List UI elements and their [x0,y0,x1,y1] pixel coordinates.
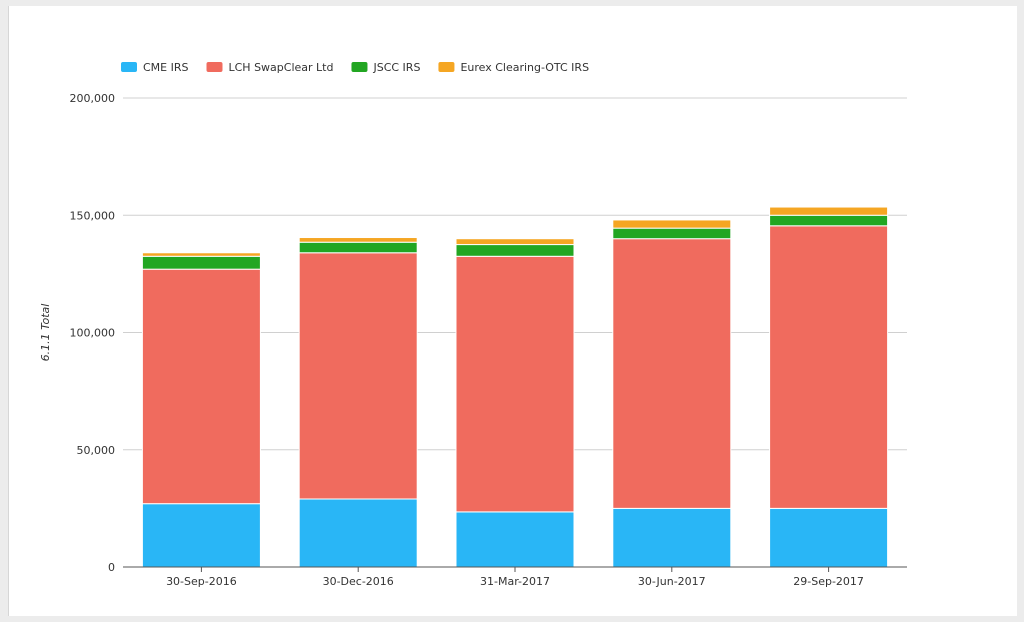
bar-segment[interactable] [455,255,575,513]
x-tick-label: 30-Dec-2016 [323,575,394,588]
x-tick-label: 31-Mar-2017 [480,575,550,588]
stacked-bar-chart: CME IRS LCH SwapClear Ltd JSCC IRS Eurex Cl… [39,61,907,588]
legend-item[interactable]: CME IRS [121,61,189,74]
bar-segment[interactable] [298,252,418,500]
bar-segment[interactable] [298,498,418,568]
bar-segment[interactable] [612,238,732,509]
bar-segment[interactable] [141,252,261,257]
legend-swatch [351,62,368,72]
y-tick-label: 100,000 [70,327,116,340]
bar-segment[interactable] [455,244,575,257]
y-tick-label: 150,000 [70,209,116,222]
bar-segment[interactable] [455,511,575,568]
legend-item[interactable]: LCH SwapClear Ltd [206,61,334,74]
legend-swatch [438,62,455,72]
legend: CME IRS LCH SwapClear Ltd JSCC IRS Eurex Cl… [121,61,589,74]
bar-segment[interactable] [455,238,575,246]
y-axis-title: 6.1.1 Total [39,304,52,362]
y-tick-label: 50,000 [77,444,116,457]
y-axis-ticks: 0 50,000 100,000 150,000 200,000 [70,92,116,574]
legend-swatch [206,62,223,72]
bar-segment[interactable] [769,214,889,227]
legend-swatch [121,62,137,72]
y-tick-label: 200,000 [70,92,116,105]
bar-segment[interactable] [612,227,732,240]
bar-segment[interactable] [612,219,732,229]
legend-label: LCH SwapClear Ltd [229,61,334,74]
bar-segment[interactable] [612,507,732,568]
bar-segment[interactable] [298,237,418,243]
y-tick-label: 0 [108,561,115,574]
legend-item[interactable]: JSCC IRS [351,61,420,74]
legend-label: CME IRS [143,61,189,74]
x-tick-label: 30-Sep-2016 [166,575,237,588]
chart-panel: CME IRS LCH SwapClear Ltd JSCC IRS Eurex Cl… [8,6,1017,616]
bar-segment[interactable] [141,503,261,568]
bars [141,206,889,568]
bar-segment[interactable] [298,241,418,254]
x-tick-label: 30-Jun-2017 [638,575,706,588]
x-axis-ticks: 30-Sep-2016 30-Dec-2016 31-Mar-2017 30-Jun-… [166,567,864,588]
bar-segment[interactable] [769,225,889,509]
bar-segment[interactable] [141,255,261,270]
bar-segment[interactable] [769,507,889,568]
bar-segment[interactable] [141,268,261,505]
legend-item[interactable]: Eurex Clearing-OTC IRS [438,61,589,74]
legend-label: Eurex Clearing-OTC IRS [460,61,589,74]
legend-label: JSCC IRS [372,61,420,74]
bar-segment[interactable] [769,206,889,216]
x-tick-label: 29-Sep-2017 [793,575,864,588]
